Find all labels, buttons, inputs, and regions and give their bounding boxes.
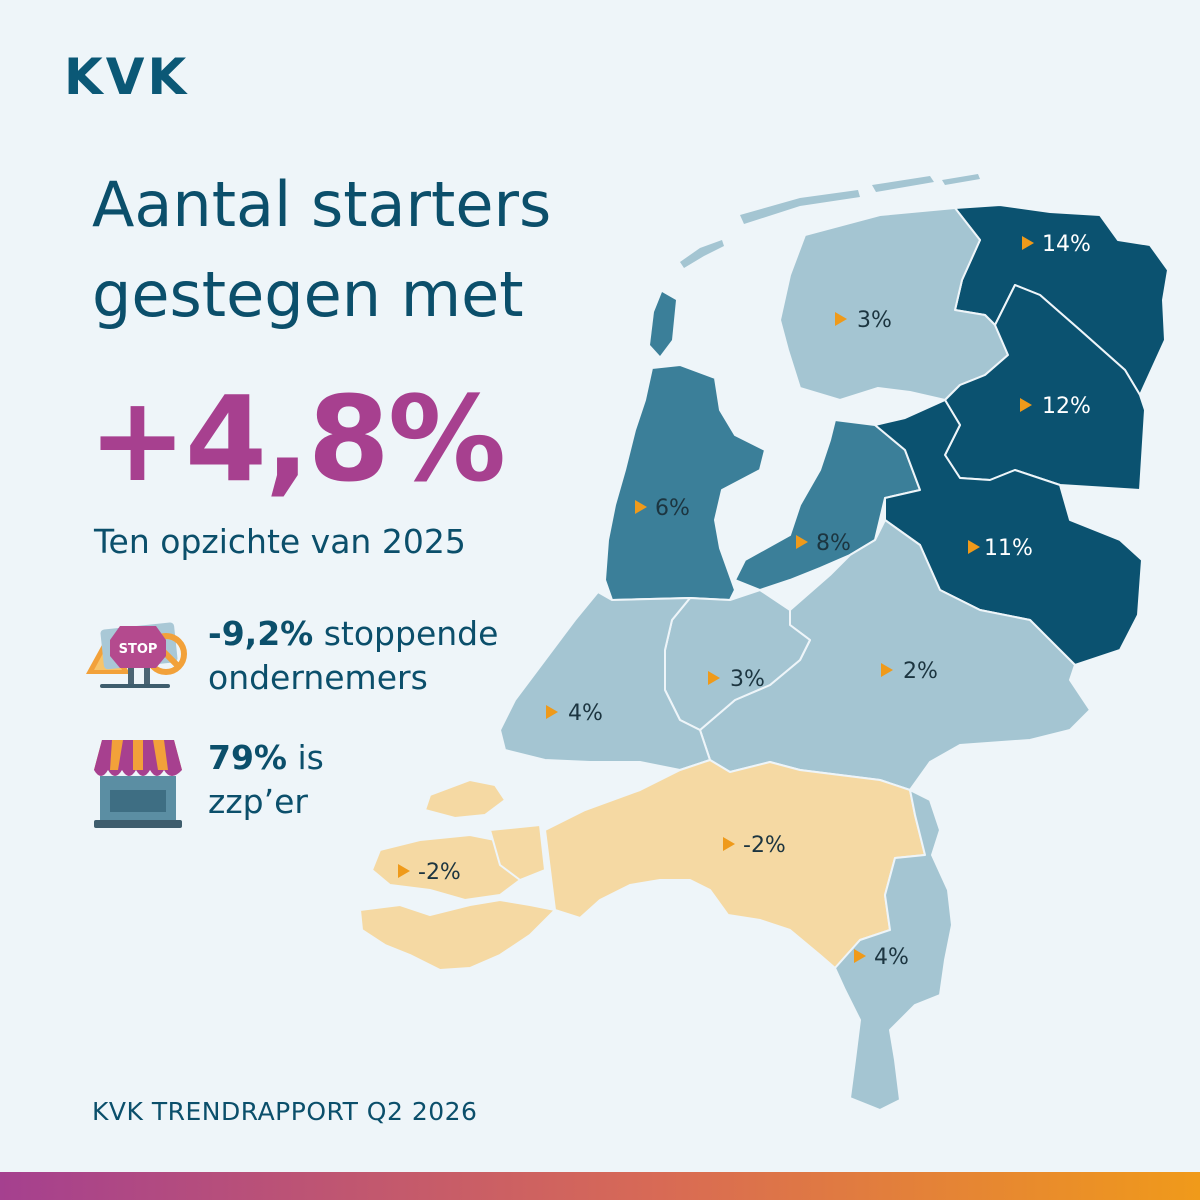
stat-stopping-value: -9,2%: [208, 614, 314, 653]
svg-text:4%: 4%: [568, 701, 603, 726]
headline-line-2: gestegen met: [92, 258, 524, 331]
stat-stopping-text-2: ondernemers: [208, 658, 428, 697]
region-noord-holland: [604, 364, 766, 601]
wadden-islands: [650, 174, 980, 356]
stat-zzp-text-1: is: [287, 738, 324, 777]
svg-text:6%: 6%: [655, 496, 690, 521]
label-zeeland: -2%: [398, 860, 461, 885]
label-flevoland: 8%: [796, 531, 851, 556]
svg-text:4%: 4%: [874, 945, 909, 970]
stat-zzp-text-2: zzp’er: [208, 782, 308, 821]
svg-text:-2%: -2%: [418, 860, 461, 885]
svg-text:STOP: STOP: [119, 642, 158, 657]
label-zuid-holland: 4%: [546, 701, 603, 726]
brand-gradient-bar: [0, 1172, 1200, 1200]
stat-zzp-share: 79% is zzp’er: [208, 736, 324, 824]
label-gelderland: 2%: [881, 659, 938, 684]
svg-text:11%: 11%: [984, 536, 1033, 561]
stop-sign-icon: STOP: [86, 622, 187, 688]
comparison-subline: Ten opzichte van 2025: [94, 522, 466, 561]
stat-stopping-text-1: stoppende: [313, 614, 499, 653]
kvk-logo: KVK: [64, 48, 190, 106]
svg-text:3%: 3%: [730, 667, 765, 692]
svg-text:12%: 12%: [1042, 394, 1091, 419]
region-labels: 14% 3% 12% 6% 8% 11% 2% 3%: [398, 232, 1091, 970]
svg-text:8%: 8%: [816, 531, 851, 556]
region-limburg: [834, 789, 953, 1111]
svg-text:3%: 3%: [857, 308, 892, 333]
svg-text:14%: 14%: [1042, 232, 1091, 257]
stat-zzp-value: 79%: [208, 738, 287, 777]
headline-line-1: Aantal starters: [92, 168, 552, 241]
label-noord-brabant: -2%: [723, 833, 786, 858]
shop-awning-icon: [94, 740, 182, 828]
label-groningen: 14%: [1022, 232, 1091, 257]
growth-percentage: +4,8%: [88, 370, 506, 508]
report-footer: KVK TRENDRAPPORT Q2 2026: [92, 1097, 478, 1126]
stat-stopping-entrepreneurs: -9,2% stoppende ondernemers: [208, 612, 498, 700]
svg-text:-2%: -2%: [743, 833, 786, 858]
label-overijssel: 11%: [968, 536, 1033, 561]
region-zeeland: [359, 779, 556, 971]
label-utrecht: 3%: [708, 667, 765, 692]
label-friesland: 3%: [835, 308, 892, 333]
label-limburg: 4%: [854, 945, 909, 970]
label-noord-holland: 6%: [635, 496, 690, 521]
svg-text:2%: 2%: [903, 659, 938, 684]
headline: Aantal starters gestegen met: [92, 160, 551, 340]
label-drenthe: 12%: [1020, 394, 1091, 419]
